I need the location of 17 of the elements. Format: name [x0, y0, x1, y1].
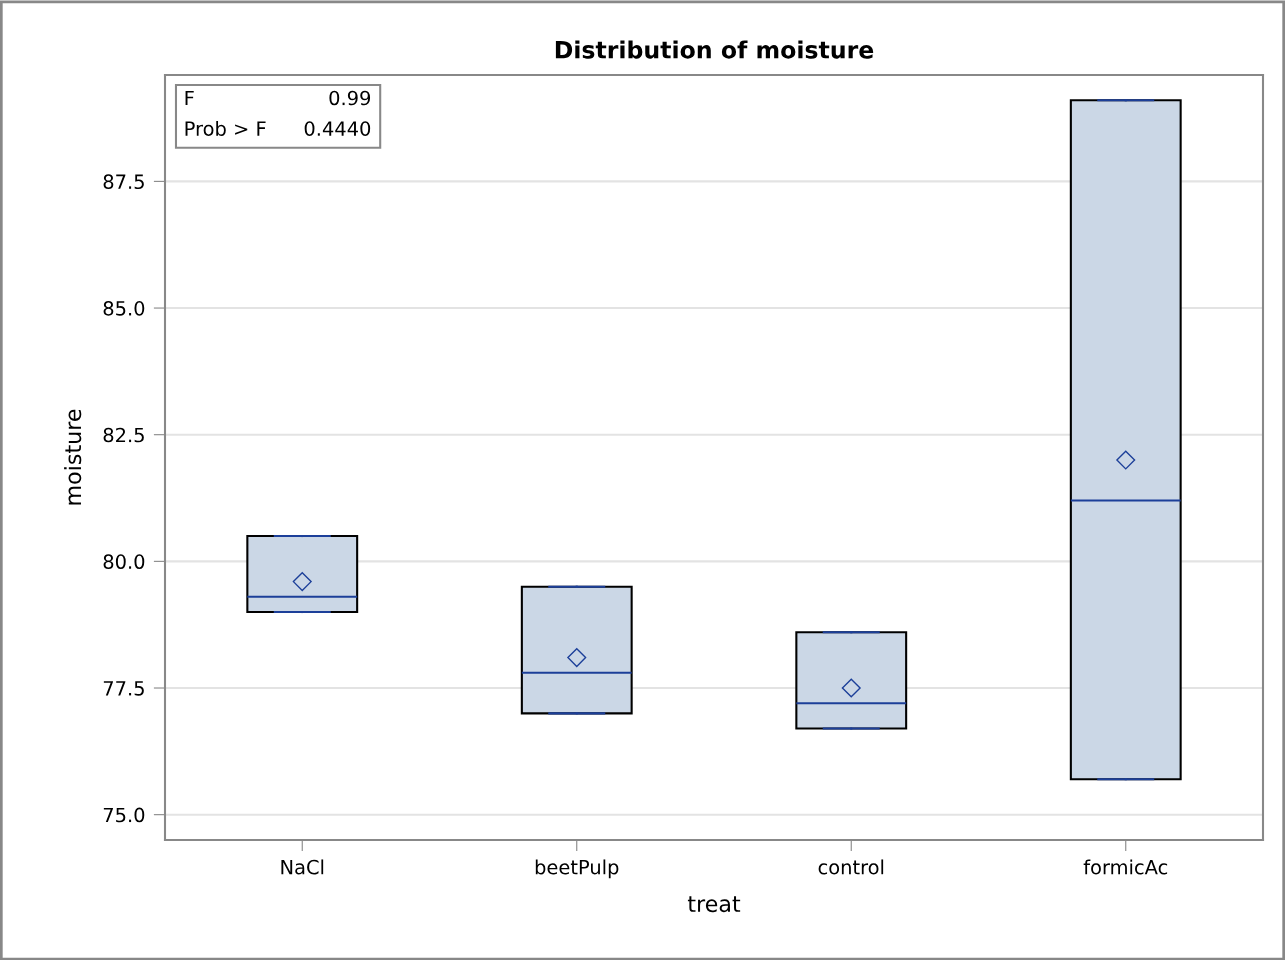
annotation: Prob > F	[185, 120, 266, 136]
x-axis-title: treat	[687, 896, 741, 913]
y-tick-label: 75.0	[103, 807, 145, 823]
x-tick-label: beetPulp	[535, 859, 619, 879]
chart-title: Distribution of moisture	[555, 40, 874, 59]
annotation: 0.4440	[304, 121, 371, 136]
annotation: 0.99	[329, 90, 371, 106]
x-tick-label: formicAc	[1083, 859, 1168, 875]
x-tick-label: control	[818, 859, 884, 875]
x-tick-label: NaCl	[281, 859, 324, 875]
y-tick-label: 77.5	[103, 681, 144, 696]
y-axis-title: moisture	[64, 409, 82, 505]
y-tick-label: 87.5	[103, 174, 144, 190]
y-tick-label: 80.0	[103, 554, 145, 570]
y-tick-label: 82.5	[103, 427, 144, 443]
y-tick-label: 85.0	[103, 301, 145, 316]
annotation: F	[185, 90, 194, 106]
